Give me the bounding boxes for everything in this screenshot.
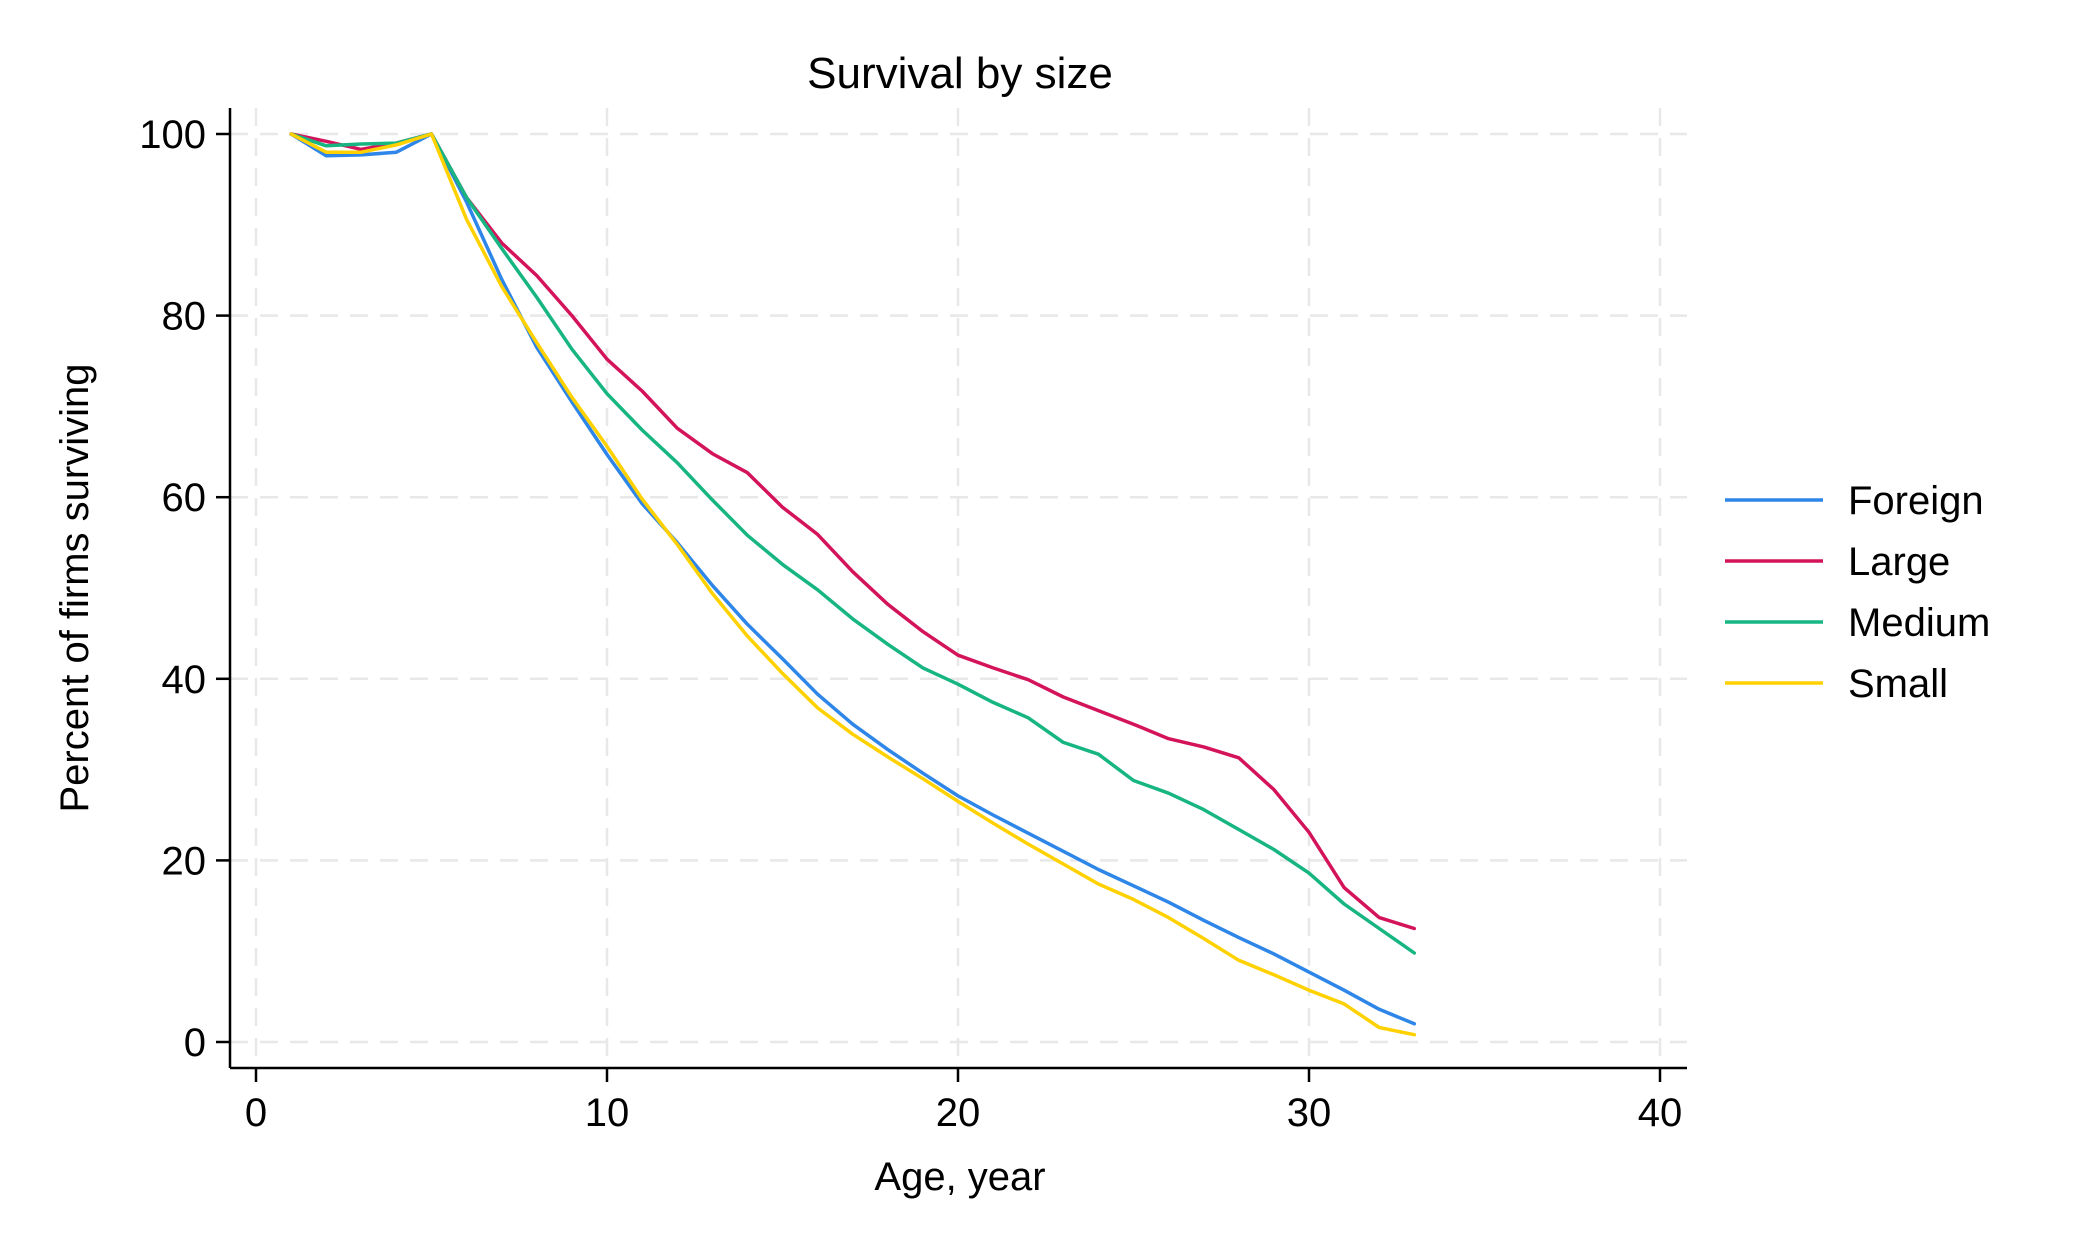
series-line-foreign xyxy=(289,132,1417,1026)
legend-label-small: Small xyxy=(1848,662,1948,706)
y-tick-label: 80 xyxy=(162,295,207,339)
x-tick-label: 30 xyxy=(1287,1091,1332,1135)
x-tick-label: 0 xyxy=(245,1091,267,1135)
series-line-large xyxy=(289,132,1417,931)
y-axis-label: Percent of firms surviving xyxy=(53,363,97,812)
y-tick-label: 100 xyxy=(139,113,206,157)
series-line-medium xyxy=(289,132,1417,955)
series-line-small xyxy=(289,132,1417,1037)
tick-labels: 0 10 20 30 40 0 20 40 60 80 100 xyxy=(139,113,1682,1135)
y-tick-label: 40 xyxy=(162,658,207,702)
series-lines xyxy=(289,132,1417,1037)
legend: Foreign Large Medium Small xyxy=(1725,479,1990,706)
x-tick-label: 20 xyxy=(936,1091,981,1135)
y-tick-label: 60 xyxy=(162,476,207,520)
legend-label-foreign: Foreign xyxy=(1848,479,1984,523)
x-tick-label: 10 xyxy=(585,1091,630,1135)
legend-label-medium: Medium xyxy=(1848,601,1990,645)
y-tick-label: 20 xyxy=(162,839,207,883)
legend-label-large: Large xyxy=(1848,540,1950,584)
grid-lines xyxy=(230,108,1687,1068)
chart-title: Survival by size xyxy=(807,49,1113,98)
x-tick-label: 40 xyxy=(1638,1091,1683,1135)
y-tick-label: 0 xyxy=(184,1021,206,1065)
x-axis-label: Age, year xyxy=(874,1155,1045,1199)
